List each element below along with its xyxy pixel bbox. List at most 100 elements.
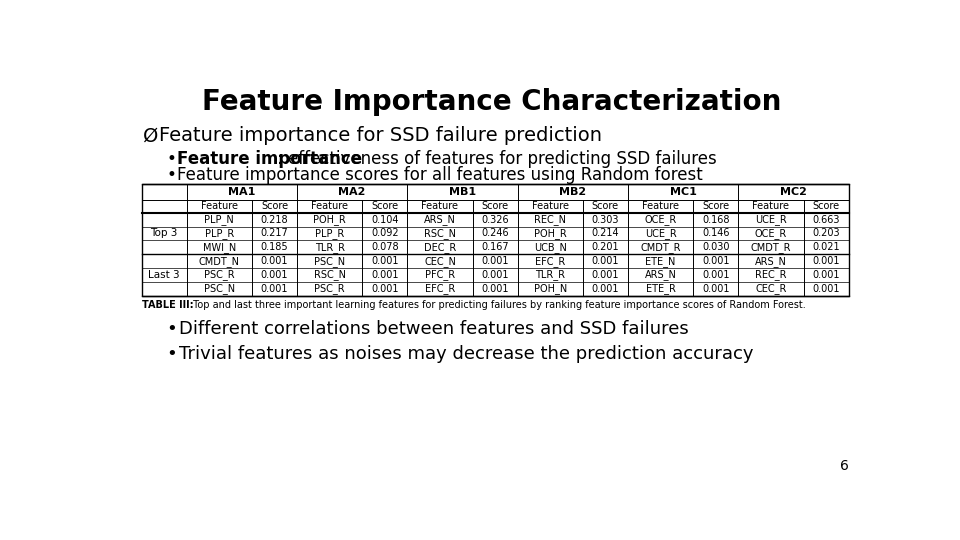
Text: Top 3: Top 3 — [151, 228, 178, 239]
Text: ARS_N: ARS_N — [424, 214, 456, 225]
Text: MC2: MC2 — [780, 187, 806, 197]
Text: 0.246: 0.246 — [481, 228, 509, 239]
Text: Score: Score — [482, 201, 509, 211]
Text: 0.078: 0.078 — [371, 242, 398, 252]
Text: Feature: Feature — [532, 201, 568, 211]
Text: •: • — [166, 150, 177, 167]
Text: Score: Score — [372, 201, 398, 211]
Text: OCE_R: OCE_R — [644, 214, 677, 225]
Text: 0.001: 0.001 — [481, 256, 509, 266]
Text: MB1: MB1 — [449, 187, 476, 197]
Text: 0.021: 0.021 — [812, 242, 840, 252]
Text: 0.001: 0.001 — [261, 270, 288, 280]
Text: Different correlations between features and SSD failures: Different correlations between features … — [179, 320, 688, 339]
Text: UCE_R: UCE_R — [755, 214, 787, 225]
Text: Feature: Feature — [201, 201, 238, 211]
Text: Feature Importance Characterization: Feature Importance Characterization — [203, 88, 781, 116]
Text: 0.214: 0.214 — [591, 228, 619, 239]
Text: Feature: Feature — [753, 201, 789, 211]
Text: •: • — [166, 166, 177, 185]
Text: 0.303: 0.303 — [591, 214, 619, 225]
Bar — [142, 184, 849, 296]
Text: CMDT_R: CMDT_R — [751, 242, 791, 253]
Text: 0.168: 0.168 — [702, 214, 730, 225]
Text: 0.001: 0.001 — [812, 284, 840, 294]
Text: 6: 6 — [840, 459, 849, 473]
Text: ARS_N: ARS_N — [644, 269, 677, 280]
Text: Feature: Feature — [642, 201, 679, 211]
Text: 0.001: 0.001 — [702, 256, 730, 266]
Text: 0.217: 0.217 — [260, 228, 288, 239]
Text: TLR_R: TLR_R — [536, 269, 565, 280]
Text: POH_R: POH_R — [534, 228, 566, 239]
Text: CMDT_N: CMDT_N — [199, 256, 240, 267]
Text: MA2: MA2 — [338, 187, 366, 197]
Text: TABLE III:: TABLE III: — [142, 300, 193, 310]
Text: Feature: Feature — [421, 201, 459, 211]
Text: PLP_R: PLP_R — [204, 228, 234, 239]
Text: PSC_N: PSC_N — [314, 256, 346, 267]
Text: REC_N: REC_N — [535, 214, 566, 225]
Text: Score: Score — [812, 201, 840, 211]
Text: 0.030: 0.030 — [702, 242, 730, 252]
Text: 0.201: 0.201 — [591, 242, 619, 252]
Text: MC1: MC1 — [669, 187, 696, 197]
Text: EFC_R: EFC_R — [535, 256, 565, 267]
Text: Trivial features as noises may decrease the prediction accuracy: Trivial features as noises may decrease … — [179, 345, 754, 363]
Text: CEC_N: CEC_N — [424, 256, 456, 267]
Text: 0.185: 0.185 — [261, 242, 288, 252]
Text: 0.001: 0.001 — [702, 284, 730, 294]
Text: •: • — [166, 320, 178, 339]
Text: DEC_R: DEC_R — [423, 242, 456, 253]
Text: PLP_N: PLP_N — [204, 214, 234, 225]
Text: RSC_N: RSC_N — [424, 228, 456, 239]
Text: Feature importance scores for all features using Random forest: Feature importance scores for all featur… — [178, 166, 703, 185]
Text: : effectiveness of features for predicting SSD failures: : effectiveness of features for predicti… — [276, 150, 716, 167]
Text: 0.001: 0.001 — [261, 284, 288, 294]
Text: REC_R: REC_R — [756, 269, 786, 280]
Text: 0.001: 0.001 — [371, 284, 398, 294]
Text: POH_R: POH_R — [313, 214, 346, 225]
Text: 0.001: 0.001 — [481, 284, 509, 294]
Text: PSC_R: PSC_R — [314, 284, 345, 294]
Text: PFC_R: PFC_R — [425, 269, 455, 280]
Text: ETE_R: ETE_R — [646, 284, 676, 294]
Text: PSC_N: PSC_N — [204, 284, 235, 294]
Text: POH_N: POH_N — [534, 284, 567, 294]
Text: 0.001: 0.001 — [591, 270, 619, 280]
Text: Feature: Feature — [311, 201, 348, 211]
Text: 0.104: 0.104 — [371, 214, 398, 225]
Text: 0.001: 0.001 — [591, 256, 619, 266]
Text: ETE_N: ETE_N — [645, 256, 676, 267]
Text: 0.167: 0.167 — [481, 242, 509, 252]
Text: CMDT_R: CMDT_R — [640, 242, 681, 253]
Text: Ø: Ø — [143, 126, 158, 145]
Text: •: • — [166, 345, 178, 363]
Text: RSC_N: RSC_N — [314, 269, 346, 280]
Text: 0.001: 0.001 — [371, 270, 398, 280]
Text: MWI_N: MWI_N — [203, 242, 236, 253]
Text: PSC_R: PSC_R — [204, 269, 234, 280]
Text: Feature importance for SSD failure prediction: Feature importance for SSD failure predi… — [158, 126, 602, 145]
Text: OCE_R: OCE_R — [755, 228, 787, 239]
Text: MB2: MB2 — [559, 187, 587, 197]
Text: 0.203: 0.203 — [812, 228, 840, 239]
Text: CEC_R: CEC_R — [756, 284, 786, 294]
Text: 0.218: 0.218 — [261, 214, 288, 225]
Text: PLP_R: PLP_R — [315, 228, 345, 239]
Text: 0.001: 0.001 — [261, 256, 288, 266]
Text: 0.001: 0.001 — [481, 270, 509, 280]
Text: Score: Score — [592, 201, 619, 211]
Text: TLR_R: TLR_R — [315, 242, 345, 253]
Text: Last 3: Last 3 — [149, 270, 180, 280]
Text: 0.001: 0.001 — [591, 284, 619, 294]
Text: Score: Score — [261, 201, 288, 211]
Text: ARS_N: ARS_N — [755, 256, 787, 267]
Text: UCB_N: UCB_N — [534, 242, 566, 253]
Text: 0.663: 0.663 — [812, 214, 840, 225]
Text: EFC_R: EFC_R — [425, 284, 455, 294]
Text: Feature importance: Feature importance — [178, 150, 363, 167]
Text: 0.001: 0.001 — [812, 256, 840, 266]
Text: 0.001: 0.001 — [371, 256, 398, 266]
Text: MA1: MA1 — [228, 187, 255, 197]
